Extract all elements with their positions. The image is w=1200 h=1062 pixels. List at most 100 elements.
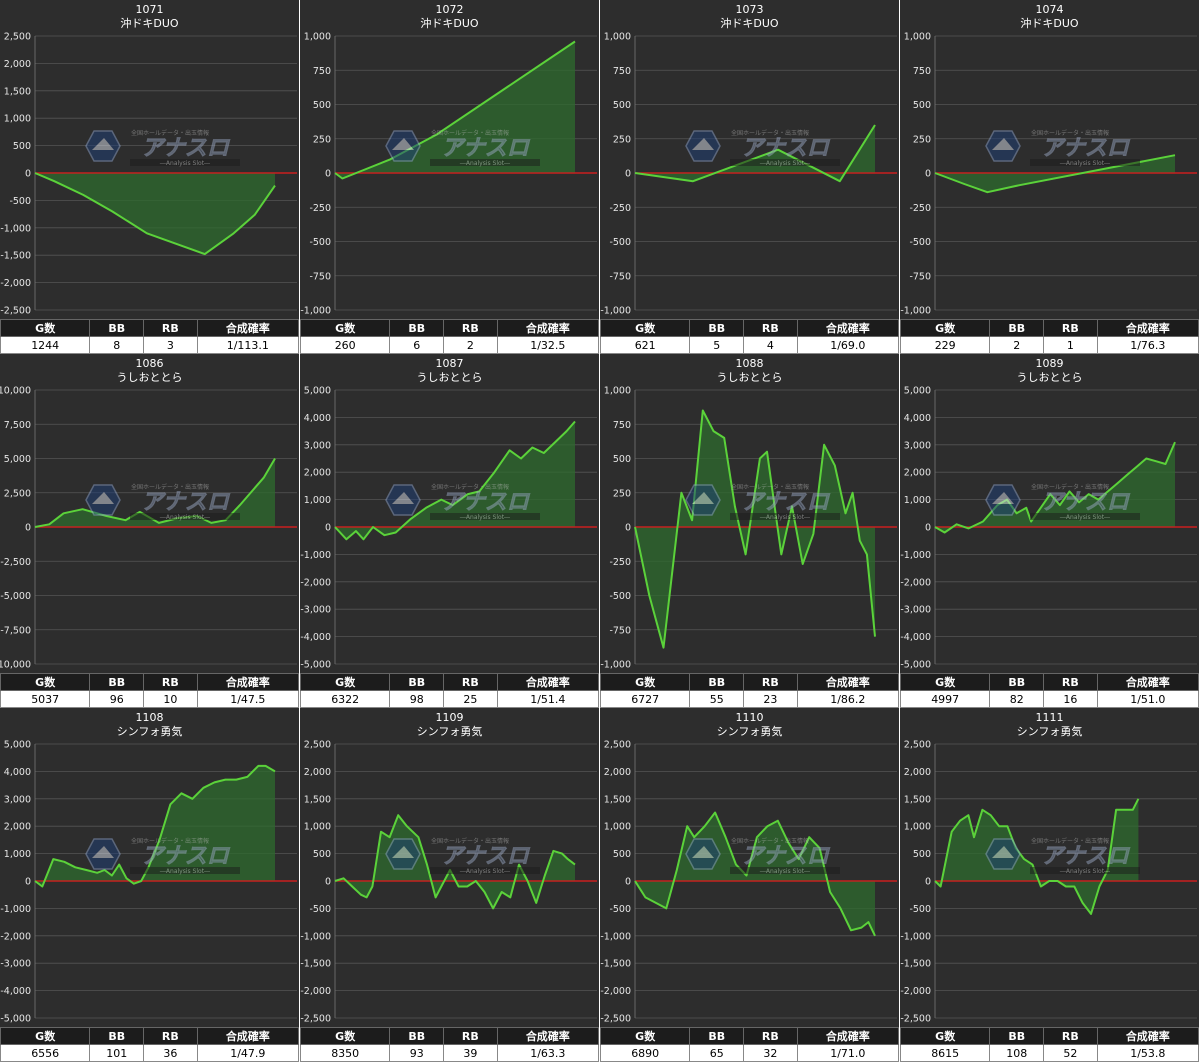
machine-number: 1071 [135, 3, 164, 16]
y-tick-label: -1,000 [600, 931, 631, 942]
y-tick-label: -2,000 [300, 986, 331, 997]
machine-model: シンフォ勇気 [416, 725, 483, 738]
y-tick-label: -500 [609, 591, 631, 602]
stats-table: G数 BB RB 合成確率 260 6 2 1/32.5 [299, 319, 600, 354]
y-tick-label: -3,000 [900, 605, 931, 616]
prob-value: 1/53.8 [1096, 1044, 1200, 1062]
watermark-brand: アナスロ [741, 136, 831, 161]
machine-model: うしおととら [116, 371, 183, 384]
machine-model: うしおととら [1016, 371, 1083, 384]
y-tick-label: 2,000 [304, 767, 331, 778]
games-header: G数 [0, 1027, 91, 1045]
prob-header: 合成確率 [1096, 673, 1200, 691]
chart-panel-1071: 1071 沖ドキDUO 2,500 2,000 1,500 1,000 500 0 -500 -1… [0, 0, 300, 354]
y-tick-label: 2,000 [304, 468, 331, 479]
y-tick-label: 500 [313, 100, 331, 111]
rb-value: 25 [443, 690, 498, 708]
svg-text:―Analysis Slot―: ―Analysis Slot― [460, 514, 510, 521]
chart-panel-1089: 1089 うしおととら 5,000 4,000 3,000 2,000 1,000 0 -1,0… [899, 354, 1200, 708]
y-tick-label: 1,500 [904, 794, 931, 805]
y-tick-label: 750 [613, 420, 631, 431]
y-tick-label: 2,500 [304, 740, 331, 751]
y-tick-label: -1,500 [300, 959, 331, 970]
rb-header: RB [1043, 319, 1098, 337]
y-tick-label: -750 [609, 625, 631, 636]
series-area [935, 155, 1175, 193]
y-tick-label: 500 [13, 141, 31, 152]
stats-table: G数 BB RB 合成確率 229 2 1 1/76.3 [899, 319, 1200, 354]
y-tick-label: 1,000 [304, 822, 331, 833]
svg-text:―Analysis Slot―: ―Analysis Slot― [1060, 868, 1110, 875]
chart-header: 1073 沖ドキDUO [600, 0, 899, 34]
series-line [934, 441, 1176, 534]
watermark-brand: アナスロ [141, 844, 231, 869]
bb-value: 8 [89, 336, 145, 354]
machine-model: シンフォ勇気 [1016, 725, 1083, 738]
y-tick-label: 2,000 [4, 822, 31, 833]
games-value: 6727 [599, 690, 691, 708]
prob-header: 合成確率 [496, 673, 600, 691]
y-tick-label: -500 [309, 237, 331, 248]
games-header: G数 [899, 319, 991, 337]
series-line [634, 811, 876, 937]
stats-table: G数 BB RB 合成確率 6322 98 25 1/51.4 [299, 673, 600, 708]
y-tick-label: -2,500 [300, 1014, 331, 1025]
prob-value: 1/51.0 [1096, 690, 1200, 708]
svg-text:全国ホールデータ・出玉情報: 全国ホールデータ・出玉情報 [431, 483, 509, 491]
series-area [335, 41, 575, 179]
prob-header: 合成確率 [796, 1027, 900, 1045]
y-tick-label: 500 [313, 849, 331, 860]
svg-text:―Analysis Slot―: ―Analysis Slot― [1060, 514, 1110, 521]
prob-header: 合成確率 [196, 1027, 300, 1045]
games-header: G数 [599, 1027, 691, 1045]
bb-header: BB [389, 1027, 445, 1045]
machine-model: シンフォ勇気 [116, 725, 183, 738]
rb-header: RB [143, 319, 198, 337]
games-value: 5037 [0, 690, 91, 708]
series-line [934, 154, 1176, 194]
y-tick-label: 1,500 [304, 794, 331, 805]
y-tick-label: 10,000 [0, 386, 31, 397]
series-line [34, 457, 276, 528]
y-tick-label: 750 [313, 66, 331, 77]
y-tick-label: 250 [313, 134, 331, 145]
chart-panel-1108: 1108 シンフォ勇気 5,000 4,000 3,000 2,000 1,000 0 -1,0… [0, 708, 300, 1062]
chart-svg: 2,500 2,000 1,500 1,000 500 0 -500 -1,000 -1,500… [600, 740, 897, 1025]
chart-panel-1111: 1111 シンフォ勇気 2,500 2,000 1,500 1,000 500 0 -500 -1… [899, 708, 1200, 1062]
bb-value: 93 [389, 1044, 445, 1062]
chart-header: 1071 沖ドキDUO [0, 0, 299, 34]
y-tick-label: 0 [25, 169, 31, 180]
chart-svg: 10,000 7,500 5,000 2,500 0 -2,500 -5,000 -7,500… [0, 386, 297, 671]
series-area [635, 410, 875, 648]
y-tick-label: 1,000 [904, 495, 931, 506]
chart-panel-1074: 1074 沖ドキDUO 1,000 750 500 250 0 -250 -500 -750 -1,… [899, 0, 1200, 354]
y-tick-label: 500 [613, 849, 631, 860]
chart-panel-1073: 1073 沖ドキDUO 1,000 750 500 250 0 -250 -500 -750 -1,… [599, 0, 900, 354]
svg-text:全国ホールデータ・出玉情報: 全国ホールデータ・出玉情報 [131, 129, 209, 137]
y-tick-label: 2,500 [604, 740, 631, 751]
machine-number: 1089 [1035, 357, 1064, 370]
rb-header: RB [1043, 1027, 1098, 1045]
rb-value: 32 [743, 1044, 798, 1062]
series-area [35, 173, 275, 255]
y-tick-label: 4,000 [4, 767, 31, 778]
machine-model: 沖ドキDUO [120, 17, 179, 30]
prob-header: 合成確率 [196, 673, 300, 691]
y-tick-label: 5,000 [904, 386, 931, 397]
chart-header: 1072 沖ドキDUO [300, 0, 599, 34]
machine-number: 1110 [735, 711, 764, 724]
chart-svg: 5,000 4,000 3,000 2,000 1,000 0 -1,000 -2,000 -3… [300, 386, 597, 671]
prob-header: 合成確率 [196, 319, 300, 337]
y-tick-label: 0 [25, 877, 31, 888]
prob-value: 1/69.0 [796, 336, 900, 354]
y-tick-label: 2,500 [904, 740, 931, 751]
y-tick-label: -250 [309, 203, 331, 214]
y-tick-label: -1,000 [900, 306, 931, 317]
games-header: G数 [899, 673, 991, 691]
chart-svg: 1,000 750 500 250 0 -250 -500 -750 -1,000 全国ホールデー… [300, 32, 597, 317]
chart-header: 1087 うしおととら [300, 354, 599, 388]
chart-svg: 2,500 2,000 1,500 1,000 500 0 -500 -1,000 -1,500… [0, 32, 297, 317]
y-tick-label: -1,000 [900, 931, 931, 942]
